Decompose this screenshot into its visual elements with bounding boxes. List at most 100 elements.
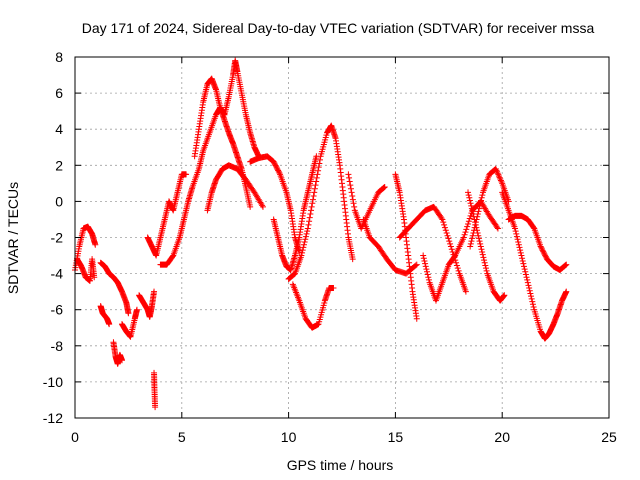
data-point-marker: [381, 183, 388, 190]
data-point-marker: [183, 171, 190, 178]
data-point-marker: [460, 234, 467, 241]
data-point-marker: [424, 268, 431, 275]
data-point-marker: [412, 262, 419, 269]
data-point-marker: [455, 267, 462, 274]
data-point-marker: [464, 223, 471, 230]
data-point-marker: [465, 192, 472, 199]
data-point-marker: [477, 243, 484, 250]
data-point-marker: [481, 257, 488, 264]
x-tick-label: 10: [281, 429, 297, 445]
series-arc-H: [151, 369, 159, 411]
data-point-marker: [476, 202, 483, 209]
data-points: [72, 57, 570, 411]
data-point-marker: [501, 292, 508, 299]
series-arc-C: [97, 259, 132, 317]
data-point-marker: [270, 158, 277, 165]
data-point-marker: [467, 243, 474, 250]
data-point-marker: [349, 256, 356, 263]
data-point-marker: [445, 235, 452, 242]
series-arc-D: [97, 303, 113, 328]
data-point-marker: [345, 171, 352, 178]
data-point-marker: [494, 225, 501, 232]
data-point-marker: [563, 261, 570, 268]
data-point-marker: [513, 230, 520, 237]
data-point-marker: [346, 174, 353, 181]
data-point-marker: [461, 231, 468, 238]
y-tick-label: 0: [55, 193, 63, 209]
data-point-marker: [422, 260, 429, 267]
data-point-marker: [477, 200, 484, 207]
data-point-marker: [494, 224, 501, 231]
series-arc-X: [499, 189, 570, 342]
y-axis-label: SDTVAR / TECUs: [5, 182, 21, 294]
data-point-marker: [529, 298, 536, 305]
series-arc-W: [465, 189, 508, 304]
y-tick-label: -12: [43, 410, 63, 426]
data-point-marker: [524, 279, 531, 286]
data-point-marker: [348, 189, 355, 196]
data-point-marker: [92, 241, 99, 248]
data-point-marker: [468, 205, 475, 212]
data-point-marker: [512, 228, 519, 235]
data-point-marker: [447, 240, 454, 247]
x-tick-label: 25: [601, 429, 617, 445]
data-point-marker: [526, 287, 533, 294]
data-point-marker: [515, 239, 522, 246]
data-point-marker: [468, 238, 475, 245]
data-point-marker: [516, 244, 523, 251]
data-point-marker: [482, 262, 489, 269]
data-point-marker: [274, 166, 281, 173]
data-point-marker: [307, 211, 314, 218]
data-point-marker: [465, 218, 472, 225]
series-arc-O: [285, 122, 356, 283]
data-point-marker: [479, 251, 486, 258]
y-tick-label: -8: [51, 338, 64, 354]
data-point-marker: [513, 233, 520, 240]
data-point-marker: [276, 170, 283, 177]
data-point-marker: [562, 262, 569, 269]
data-point-marker: [309, 200, 316, 207]
data-point-marker: [439, 216, 446, 223]
data-point-marker: [538, 246, 545, 253]
data-point-marker: [475, 232, 482, 239]
data-point-marker: [527, 290, 534, 297]
data-point-marker: [472, 219, 479, 226]
data-point-marker: [479, 248, 486, 255]
data-point-marker: [519, 255, 526, 262]
data-point-marker: [477, 240, 484, 247]
data-point-marker: [453, 262, 460, 269]
axis-ticks: 0 5 10 15 20 25 -12 -10 -8 -6 -4 -2 0 2 4 6 8: [43, 49, 617, 445]
data-point-marker: [465, 189, 472, 196]
data-point-marker: [350, 200, 357, 207]
data-point-marker: [529, 301, 536, 308]
data-point-marker: [273, 165, 280, 172]
y-tick-label: 6: [55, 85, 63, 101]
data-point-marker: [494, 168, 501, 175]
data-point-marker: [259, 202, 266, 209]
data-point-marker: [470, 211, 477, 218]
data-point-marker: [420, 255, 427, 262]
data-point-marker: [540, 248, 547, 255]
data-point-marker: [299, 247, 306, 254]
data-point-marker: [381, 184, 388, 191]
data-point-marker: [520, 263, 527, 270]
data-point-marker: [541, 251, 548, 258]
x-axis-label: GPS time / hours: [287, 457, 394, 473]
data-point-marker: [440, 219, 447, 226]
data-point-marker: [309, 196, 316, 203]
data-point-marker: [514, 236, 521, 243]
data-point-marker: [498, 178, 505, 185]
series-arc-F: [118, 306, 140, 340]
data-point-marker: [542, 253, 549, 260]
data-point-marker: [481, 259, 488, 266]
data-point-marker: [561, 262, 568, 269]
data-point-marker: [312, 182, 319, 189]
data-point-marker: [512, 225, 519, 232]
data-point-marker: [471, 216, 478, 223]
data-point-marker: [446, 238, 453, 245]
data-point-marker: [467, 200, 474, 207]
data-point-marker: [272, 162, 279, 169]
data-point-marker: [305, 221, 312, 228]
